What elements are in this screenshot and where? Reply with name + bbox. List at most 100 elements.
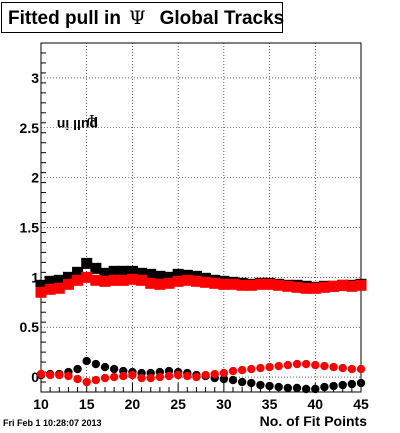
data-point: [346, 280, 358, 292]
x-tick-label: 15: [79, 396, 95, 412]
data-point: [254, 278, 266, 290]
data-point: [126, 265, 138, 277]
y-tick-label: 0: [31, 369, 39, 385]
x-tick-label: 20: [125, 396, 141, 412]
data-point: [311, 384, 320, 394]
y-tick-label: 2.5: [20, 120, 40, 136]
data-point: [329, 381, 338, 391]
data-point: [337, 279, 349, 291]
data-point: [328, 280, 340, 292]
data-point: [163, 277, 175, 289]
x-tick-label: 30: [216, 396, 232, 412]
x-axis-label: No. of Fit Points: [259, 413, 367, 429]
data-point: [283, 383, 293, 393]
data-point: [64, 371, 73, 381]
data-point: [172, 268, 184, 280]
y-tick-label: 1.5: [20, 219, 40, 235]
data-point: [81, 271, 93, 283]
data-point: [318, 281, 330, 293]
data-point: [181, 274, 193, 286]
data-point: [219, 368, 229, 378]
data-point: [183, 371, 192, 381]
data-point: [128, 370, 137, 380]
x-tick-label: 35: [262, 396, 278, 412]
data-point: [301, 384, 311, 394]
data-point: [300, 282, 312, 294]
data-point: [265, 362, 274, 372]
data-point: [228, 366, 238, 376]
data-point: [136, 267, 148, 279]
y-tick-label: 1: [31, 269, 39, 285]
data-point: [53, 282, 65, 294]
chart-title: Fitted pull in Ψ Global Tracks: [8, 7, 284, 30]
data-point: [301, 359, 311, 369]
data-point: [100, 362, 110, 372]
data-point: [245, 279, 257, 291]
data-point: [256, 363, 265, 373]
data-point: [356, 364, 366, 374]
data-point: [247, 378, 256, 388]
data-point: [145, 268, 157, 280]
data-point: [73, 364, 82, 374]
data-point: [264, 278, 276, 290]
data-point: [90, 274, 102, 286]
data-point: [190, 275, 202, 287]
data-point: [163, 271, 175, 283]
data-point: [320, 361, 329, 371]
data-point: [100, 373, 110, 383]
data-point: [117, 265, 129, 277]
data-point: [99, 267, 111, 279]
data-point: [72, 266, 84, 278]
data-point: [228, 375, 238, 385]
data-point: [164, 371, 174, 381]
data-point: [282, 280, 294, 292]
title-prefix: Fitted pull in: [8, 8, 121, 29]
data-point: [136, 274, 148, 286]
data-point: [45, 370, 55, 380]
data-point: [109, 372, 119, 382]
data-point: [35, 286, 47, 298]
data-point: [119, 371, 128, 381]
data-point: [237, 365, 247, 375]
chart-title-box: Fitted pull in Ψ Global Tracks: [1, 2, 284, 33]
data-point: [137, 373, 146, 383]
data-point: [274, 361, 283, 371]
data-point: [237, 377, 247, 387]
data-point: [36, 369, 46, 379]
data-point: [355, 279, 367, 291]
data-point: [309, 282, 321, 294]
x-tick-label: 10: [33, 396, 49, 412]
data-point: [292, 359, 302, 369]
data-point: [219, 374, 229, 384]
data-point: [338, 363, 347, 373]
data-point: [53, 274, 65, 286]
y-axis-label: pull in Ψ: [6, 45, 98, 145]
data-point: [338, 380, 347, 390]
series-3: [36, 359, 366, 387]
data-point: [145, 277, 157, 289]
data-point: [209, 277, 221, 289]
data-point: [283, 360, 293, 370]
data-point: [62, 271, 74, 283]
data-point: [72, 274, 84, 286]
x-tick-label: 40: [307, 396, 323, 412]
data-point: [256, 380, 265, 390]
data-point: [200, 276, 212, 288]
data-point: [247, 364, 256, 374]
data-point: [35, 279, 47, 291]
x-tick-label: 25: [170, 396, 186, 412]
data-point: [218, 278, 230, 290]
data-point: [154, 270, 166, 282]
data-point: [82, 356, 91, 366]
data-point: [210, 369, 219, 379]
grid-lines: [40, 43, 362, 392]
series-1: [35, 271, 367, 298]
data-point: [347, 364, 357, 374]
data-point: [192, 372, 201, 382]
data-point: [320, 382, 329, 392]
data-point: [173, 370, 183, 380]
data-point: [62, 278, 74, 290]
y-tick-label: 2: [31, 170, 39, 186]
data-point: [274, 382, 283, 392]
data-point: [265, 381, 274, 391]
